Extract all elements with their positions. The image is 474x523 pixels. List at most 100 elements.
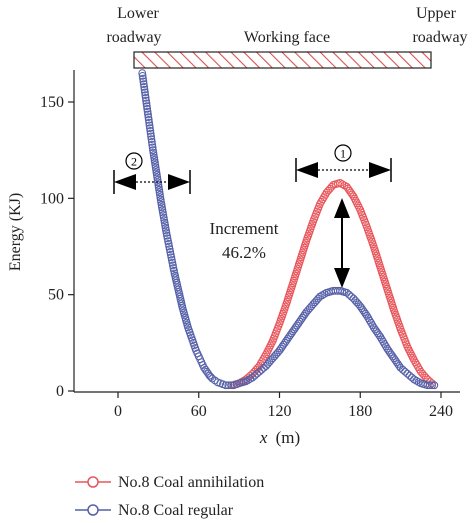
annotation-1-right-arrow [369,162,391,178]
data-point [396,363,405,372]
data-point [385,348,394,357]
data-point [147,138,156,146]
data-point [142,99,151,108]
data-point [162,226,170,235]
data-point [152,168,161,177]
annotation-2-number: 2 [131,155,137,169]
legend-label-regular: No.8 Coal regular [118,502,234,519]
x-tick-label: 0 [114,403,122,420]
y-tick-label: 50 [48,287,64,304]
data-point [285,333,293,341]
data-point [144,110,152,119]
data-point [293,321,301,330]
data-point [150,153,159,162]
data-point [428,381,436,390]
data-point [200,363,209,372]
annotation-region-2: 2 [113,152,191,194]
annotation-1-circle [334,144,352,162]
data-point [169,261,177,270]
data-point [283,335,292,343]
data-point [163,234,172,243]
data-point [280,338,289,347]
x-tick-label: 60 [191,403,207,420]
legend-item-regular: No.8 Coal regular [75,502,234,519]
data-point [138,71,147,80]
data-point [290,325,299,334]
data-point [345,186,354,195]
data-point [276,344,285,353]
data-point [344,184,353,193]
data-point [161,223,170,232]
data-point [289,327,297,336]
data-point [156,193,165,202]
data-point [371,325,379,334]
data-point [348,190,357,199]
annotation-2-right-arrow [168,174,190,190]
y-axis-label: Energy (KJ) [7,193,24,271]
data-point [165,242,174,251]
data-point [146,124,154,133]
y-tick-label: 150 [40,94,64,111]
y-ticks: 0 50 100 150 [40,94,74,400]
data-point [342,182,351,191]
data-point [405,371,414,380]
data-point [150,156,159,164]
data-point [148,143,157,152]
data-point [142,102,151,111]
data-point [345,290,353,299]
data-point [255,367,264,376]
data-point [201,365,210,374]
increment-value: 46.2% [222,243,266,262]
data-point [147,132,155,141]
increment-arrow [334,198,350,288]
data-point [156,195,165,204]
annotation-2-circle [125,152,143,170]
data-point [166,247,175,256]
data-point [360,308,369,316]
data-point [390,354,398,363]
data-point [165,245,174,254]
x-tick-label: 120 [268,403,292,420]
data-point [257,365,266,374]
data-point [279,340,288,349]
series-annihilation [228,179,439,390]
data-point [369,323,378,332]
data-point [388,352,397,361]
data-point [384,346,393,355]
data-point [147,135,156,144]
data-point [155,185,164,194]
data-point [146,129,155,138]
data-point [166,250,175,259]
data-point [162,229,171,237]
data-point [372,327,381,336]
data-point [151,161,160,169]
data-point [275,346,284,355]
data-point [398,365,407,374]
legend-marker-annihilation [87,476,99,488]
data-point [154,183,163,192]
x-axis-var: x [259,428,268,447]
data-point [221,381,230,390]
data-point [158,203,166,212]
data-point [346,188,355,197]
y-tick-label: 0 [56,383,64,400]
data-point [299,311,308,320]
data-point [139,77,148,86]
legend-item-annihilation: No.8 Coal annihilation [75,474,264,491]
data-point [297,315,305,324]
data-point [157,200,166,209]
data-point [146,126,155,135]
x-tick-label: 180 [348,403,372,420]
data-point [153,175,162,184]
data-point [168,258,177,267]
data-point [357,304,366,313]
data-point [375,331,383,340]
data-point [253,369,261,378]
data-point [164,237,172,246]
data-point [202,367,211,376]
data-point [248,373,257,382]
data-point [143,104,152,113]
increment-arrow-top [334,198,350,218]
data-point [148,140,157,149]
